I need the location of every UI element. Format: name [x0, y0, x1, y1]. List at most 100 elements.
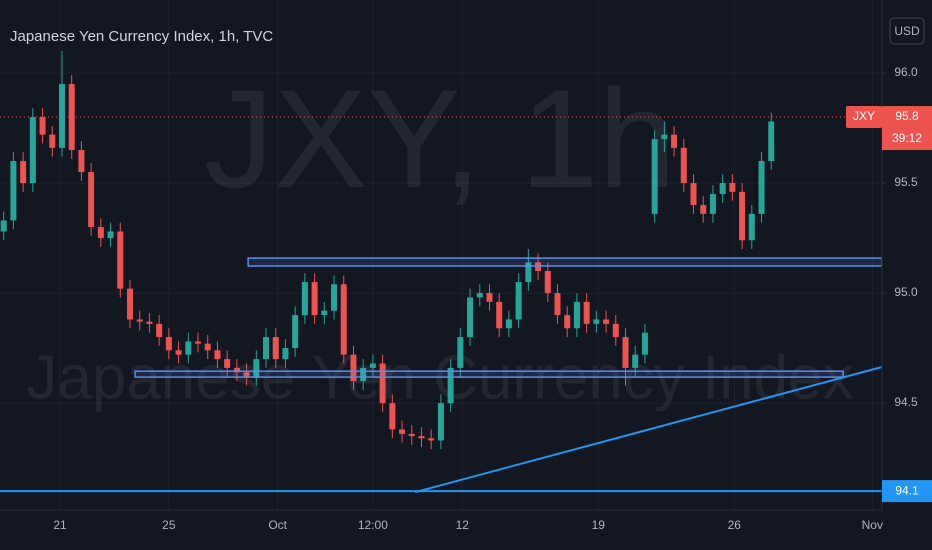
- candle-body: [476, 293, 483, 298]
- candle-body: [603, 319, 610, 324]
- horizontal-line-label: 94.1: [895, 483, 919, 497]
- candle-body: [97, 227, 104, 239]
- candle-body: [428, 438, 435, 441]
- symbol-tag: [846, 106, 882, 129]
- candle-body: [700, 205, 707, 214]
- candle-body: [214, 350, 221, 360]
- candle-body: [68, 84, 75, 151]
- candle-body: [233, 367, 240, 373]
- candle-body: [641, 332, 648, 355]
- candle-body: [117, 231, 124, 289]
- currency-button[interactable]: [889, 17, 925, 45]
- candle-body: [272, 337, 279, 360]
- candle-body: [88, 172, 95, 228]
- candle-body: [748, 213, 755, 241]
- candle-body: [301, 282, 308, 316]
- drawing-rectangle: [247, 257, 883, 267]
- symbol-label: JXY: [853, 109, 875, 123]
- price-axis: [882, 0, 932, 550]
- candle-body: [185, 341, 192, 355]
- candle-body: [515, 282, 522, 320]
- candle-body: [593, 319, 600, 324]
- candle-body: [263, 337, 270, 360]
- drawing-rectangle: [134, 370, 844, 378]
- candle-body: [525, 262, 532, 283]
- candle-body: [282, 348, 289, 360]
- last-price-label: 95.8: [895, 109, 919, 123]
- x-tick-label: 26: [728, 518, 742, 532]
- y-tick-label: 94.5: [894, 395, 918, 409]
- candle-body: [544, 271, 551, 294]
- candle-body: [554, 293, 561, 316]
- x-tick-label: Oct: [268, 518, 287, 532]
- candle-body: [709, 194, 716, 214]
- candle-body: [632, 354, 639, 368]
- candle-body: [321, 310, 328, 316]
- horizontal-line-tag: [882, 480, 932, 503]
- candle-body: [292, 315, 299, 349]
- x-tick-label: 21: [53, 518, 67, 532]
- candle-body: [671, 134, 678, 148]
- candle-body: [39, 117, 46, 135]
- candle-body: [253, 359, 260, 377]
- x-tick-label: 12:00: [358, 518, 388, 532]
- candle-body: [379, 363, 386, 404]
- currency-label: USD: [894, 24, 920, 38]
- candle-body: [680, 147, 687, 184]
- y-tick-label: 96.0: [894, 65, 918, 79]
- candle-body: [311, 282, 318, 316]
- candle-body: [573, 301, 580, 329]
- candle-body: [389, 403, 396, 430]
- candle-body: [418, 436, 425, 439]
- candle-body: [768, 121, 775, 162]
- candle-body: [496, 301, 503, 329]
- candle-body: [243, 372, 250, 377]
- x-tick-label: 12: [456, 518, 470, 532]
- candle-body: [340, 284, 347, 355]
- candle-body: [224, 359, 231, 368]
- countdown-tag: [882, 128, 932, 151]
- candle-body: [622, 337, 629, 368]
- candle-body: [204, 343, 211, 351]
- candle-body: [719, 183, 726, 195]
- candle-body: [729, 183, 736, 192]
- candle-body: [10, 161, 17, 221]
- candle-body: [564, 315, 571, 329]
- x-tick-label: Nov: [862, 518, 883, 532]
- candle-body: [661, 134, 668, 140]
- candle-body: [457, 337, 464, 368]
- candle-body: [136, 319, 143, 322]
- candle-body: [505, 319, 512, 329]
- candle-body: [126, 288, 133, 320]
- candle-body: [447, 367, 454, 404]
- candle-body: [408, 433, 415, 437]
- candle-body: [331, 284, 338, 311]
- candle-body: [467, 297, 474, 338]
- x-tick-label: 19: [592, 518, 606, 532]
- candle-body: [369, 363, 376, 368]
- candle-body: [107, 231, 114, 239]
- candle-body: [20, 161, 27, 184]
- candle-body: [78, 150, 85, 173]
- candle-body: [612, 323, 619, 338]
- candle-body: [360, 367, 367, 382]
- candle-body: [29, 117, 36, 184]
- watermark: JXY, 1h: [204, 60, 676, 217]
- x-tick-label: 25: [162, 518, 176, 532]
- countdown-label: 39:12: [892, 131, 922, 145]
- candle-body: [175, 350, 182, 355]
- candle-body: [583, 301, 590, 324]
- candle-body: [156, 323, 163, 338]
- candle-body: [49, 134, 56, 148]
- candle-body: [195, 341, 202, 344]
- candle-body: [0, 220, 7, 232]
- candle-body: [651, 139, 658, 214]
- candle-body: [758, 161, 765, 214]
- candle-body: [58, 84, 65, 148]
- candle-body: [739, 191, 746, 241]
- y-tick-label: 95.0: [894, 285, 918, 299]
- candle-body: [486, 293, 493, 302]
